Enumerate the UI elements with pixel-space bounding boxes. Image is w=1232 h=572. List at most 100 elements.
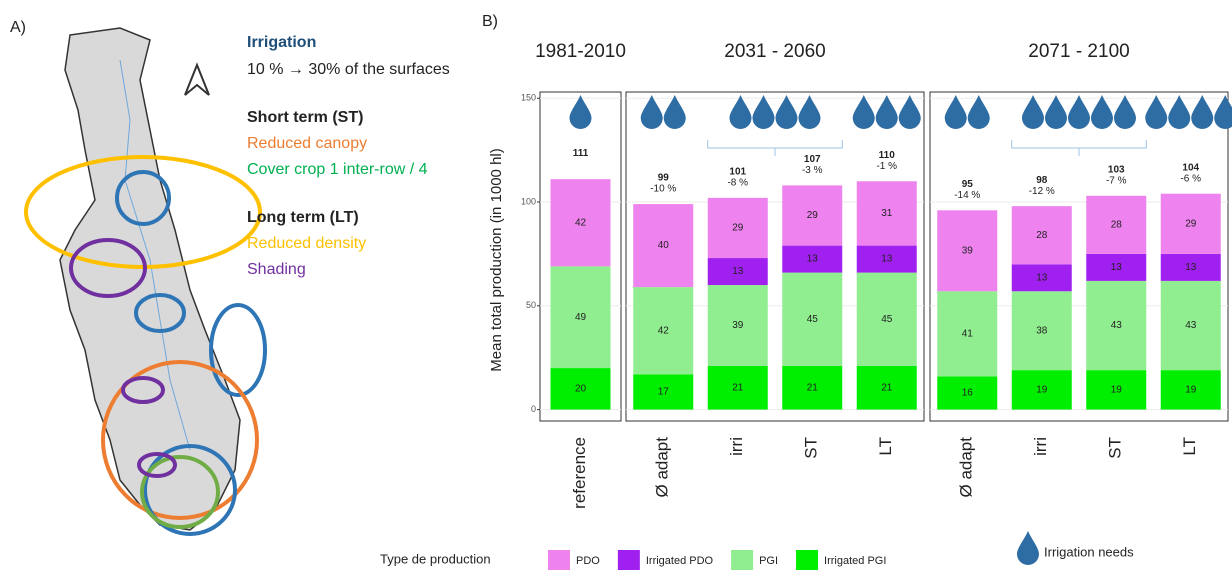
change-label: -7 %	[1106, 175, 1127, 186]
ellipse-shading	[121, 376, 165, 404]
panel-label: A)	[10, 19, 26, 36]
bar-segment	[1086, 195, 1147, 254]
bar-segment	[1011, 206, 1072, 265]
ellipse-irrigation	[143, 444, 237, 536]
irrigation-drops	[944, 95, 990, 129]
bar-segment	[937, 210, 998, 292]
bar-segment	[1011, 291, 1072, 371]
value-label: 13	[1036, 272, 1048, 283]
total-label: 110	[879, 150, 896, 161]
bar-segment	[856, 272, 917, 366]
drop	[1168, 95, 1191, 129]
value-label: 28	[1036, 230, 1048, 241]
total-label: 98	[1036, 175, 1048, 186]
drop	[1191, 95, 1214, 129]
bracket	[707, 140, 843, 156]
value-label: 21	[732, 382, 744, 393]
x-tick-label: irri	[727, 437, 746, 456]
drop	[898, 95, 921, 129]
legend-text: Irrigation	[247, 34, 316, 51]
x-tick-label: LT	[1180, 437, 1199, 456]
bar-segment	[1160, 253, 1221, 281]
ellipse-irrigation	[115, 170, 171, 226]
value-label: 21	[807, 382, 819, 393]
drop	[967, 95, 990, 129]
drop	[1022, 95, 1044, 129]
drop	[1091, 95, 1113, 129]
total-label: 107	[804, 154, 821, 165]
bar-segment	[1011, 370, 1072, 410]
legend-label: PGI	[759, 555, 778, 567]
drop	[1068, 95, 1090, 129]
x-tick-label: ST	[802, 437, 821, 459]
value-label: 13	[1185, 262, 1197, 273]
x-tick-label: Ø adapt	[957, 437, 976, 498]
facet-label: 1981-2010	[535, 41, 626, 62]
value-label: 45	[807, 314, 819, 325]
bar-segment	[707, 285, 768, 366]
bar-segment	[550, 179, 611, 267]
total-label: 99	[658, 173, 670, 184]
irrigation-drops	[640, 95, 686, 129]
bar-segment	[1086, 280, 1147, 371]
legend-label: Irrigation needs	[1044, 544, 1134, 559]
drop	[944, 95, 967, 129]
bar-segment	[937, 291, 998, 377]
drop	[663, 95, 686, 129]
value-label: 13	[807, 254, 819, 265]
value-label: 43	[1185, 320, 1197, 331]
legend-swatch	[617, 550, 640, 570]
bar-segment	[707, 258, 768, 286]
bar-segment	[1011, 264, 1072, 292]
value-label: 16	[962, 388, 974, 399]
value-label: 38	[1036, 325, 1048, 336]
drop	[775, 95, 798, 129]
value-label: 43	[1111, 320, 1123, 331]
bar-segment	[856, 181, 917, 246]
change-label: -10 %	[650, 184, 676, 195]
legend-text: 10 % → 30% of the surfaces	[247, 61, 450, 78]
value-label: 45	[881, 314, 893, 325]
bar-segment	[550, 368, 611, 410]
legend-text: Shading	[247, 261, 306, 278]
y-tick-label: 100	[521, 196, 536, 206]
value-label: 13	[732, 266, 744, 277]
ellipse-shading	[69, 238, 147, 298]
drop	[875, 95, 898, 129]
bar-segment	[856, 365, 917, 410]
y-tick-label: 50	[526, 300, 536, 310]
drop	[752, 95, 775, 129]
legend-swatch	[548, 550, 570, 570]
value-label: 39	[962, 245, 974, 256]
bar-segment	[1086, 253, 1147, 281]
x-tick-label: LT	[876, 437, 895, 456]
y-tick-label: 0	[531, 404, 536, 414]
legend-swatch	[796, 550, 819, 570]
bar-segment	[633, 374, 694, 410]
bar-segment	[1086, 370, 1147, 410]
value-label: 29	[807, 210, 819, 221]
value-label: 21	[881, 382, 893, 393]
drop	[640, 95, 663, 129]
total-label: 103	[1108, 164, 1125, 175]
bar-segment	[782, 185, 843, 246]
value-label: 17	[658, 387, 670, 398]
bar-segment	[633, 204, 694, 288]
value-label: 42	[658, 325, 670, 336]
legend-text: Short term (ST)	[247, 109, 363, 126]
facet-label: 2071 - 2100	[1028, 41, 1129, 62]
bracket	[1011, 140, 1147, 156]
bar-segment	[937, 376, 998, 410]
river	[119, 59, 191, 451]
ellipse-irrigation	[209, 303, 267, 397]
y-axis-label: Mean total production (in 1000 hl)	[488, 148, 505, 371]
drop	[729, 95, 752, 129]
irrigation-drops	[729, 95, 821, 129]
legend-text: Reduced density	[247, 235, 366, 252]
north-arrow	[184, 62, 210, 96]
ellipse-canopy	[101, 360, 259, 520]
bar-segment	[1160, 280, 1221, 371]
drop	[569, 95, 592, 129]
ellipse-shading	[137, 452, 177, 478]
value-label: 29	[1185, 218, 1197, 229]
